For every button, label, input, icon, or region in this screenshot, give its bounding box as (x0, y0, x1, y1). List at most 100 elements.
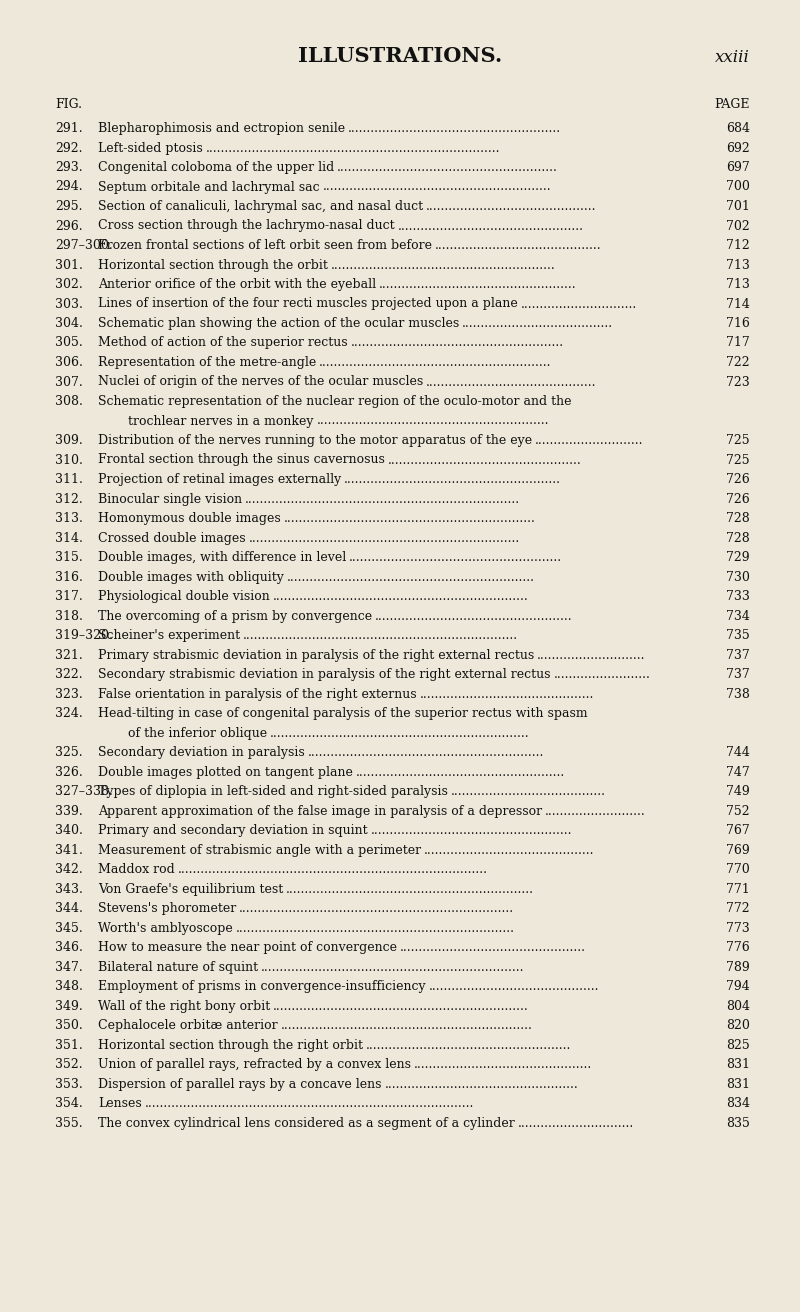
Text: ................................................: ........................................… (398, 219, 584, 232)
Text: 307.: 307. (55, 375, 82, 388)
Text: 772: 772 (726, 903, 750, 914)
Text: 346.: 346. (55, 941, 83, 954)
Text: Cross section through the lachrymo-nasal duct: Cross section through the lachrymo-nasal… (98, 219, 394, 232)
Text: Double images plotted on tangent plane: Double images plotted on tangent plane (98, 765, 353, 778)
Text: 309.: 309. (55, 434, 82, 447)
Text: 347.: 347. (55, 960, 82, 974)
Text: 701: 701 (726, 199, 750, 213)
Text: 794: 794 (726, 980, 750, 993)
Text: 312.: 312. (55, 492, 82, 505)
Text: 734: 734 (726, 610, 750, 622)
Text: ............................................: ........................................… (426, 199, 597, 213)
Text: 769: 769 (726, 844, 750, 857)
Text: 717: 717 (726, 336, 750, 349)
Text: 714: 714 (726, 298, 750, 311)
Text: 767: 767 (726, 824, 750, 837)
Text: ..........................................................: ........................................… (331, 258, 556, 272)
Text: Projection of retinal images externally: Projection of retinal images externally (98, 474, 342, 485)
Text: .............................................: ........................................… (420, 687, 594, 701)
Text: 325.: 325. (55, 747, 82, 760)
Text: 749: 749 (726, 785, 750, 798)
Text: 291.: 291. (55, 122, 82, 135)
Text: 729: 729 (726, 551, 750, 564)
Text: 725: 725 (726, 434, 750, 447)
Text: ............................................................................: ........................................… (206, 142, 500, 155)
Text: 339.: 339. (55, 804, 82, 817)
Text: 326.: 326. (55, 765, 82, 778)
Text: ...................................................: ........................................… (379, 278, 577, 291)
Text: 340.: 340. (55, 824, 83, 837)
Text: Wall of the right bony orbit: Wall of the right bony orbit (98, 1000, 270, 1013)
Text: .......................................................................: ........................................… (245, 492, 520, 505)
Text: 747: 747 (726, 765, 750, 778)
Text: 352.: 352. (55, 1057, 82, 1071)
Text: 343.: 343. (55, 883, 83, 896)
Text: .................................................................: ........................................… (284, 512, 536, 525)
Text: The convex cylindrical lens considered as a segment of a cylinder: The convex cylindrical lens considered a… (98, 1117, 514, 1130)
Text: 737: 737 (726, 648, 750, 661)
Text: .......................................: ....................................... (462, 318, 614, 331)
Text: 342.: 342. (55, 863, 82, 876)
Text: 294.: 294. (55, 181, 82, 193)
Text: Bilateral nature of squint: Bilateral nature of squint (98, 960, 258, 974)
Text: 713: 713 (726, 258, 750, 272)
Text: 351.: 351. (55, 1039, 82, 1051)
Text: Septum orbitale and lachrymal sac: Septum orbitale and lachrymal sac (98, 181, 320, 193)
Text: Nuclei of origin of the nerves of the ocular muscles: Nuclei of origin of the nerves of the oc… (98, 375, 423, 388)
Text: 738: 738 (726, 687, 750, 701)
Text: ..............................: .............................. (521, 298, 637, 311)
Text: 737: 737 (726, 668, 750, 681)
Text: .................................................................: ........................................… (281, 1019, 533, 1033)
Text: .......................................................: ........................................… (350, 551, 562, 564)
Text: Apparent approximation of the false image in paralysis of a depressor: Apparent approximation of the false imag… (98, 804, 542, 817)
Text: ..................................................................: ........................................… (274, 1000, 529, 1013)
Text: Stevens's phorometer: Stevens's phorometer (98, 903, 236, 914)
Text: 692: 692 (726, 142, 750, 155)
Text: PAGE: PAGE (714, 98, 750, 112)
Text: Employment of prisms in convergence-insufficiency: Employment of prisms in convergence-insu… (98, 980, 426, 993)
Text: Worth's amblyoscope: Worth's amblyoscope (98, 921, 233, 934)
Text: 804: 804 (726, 1000, 750, 1013)
Text: 303.: 303. (55, 298, 83, 311)
Text: Lenses: Lenses (98, 1097, 142, 1110)
Text: 831: 831 (726, 1077, 750, 1090)
Text: Cephalocele orbitæ anterior: Cephalocele orbitæ anterior (98, 1019, 278, 1033)
Text: ............................................: ........................................… (424, 844, 594, 857)
Text: ....................................................................: ........................................… (261, 960, 525, 974)
Text: 726: 726 (726, 492, 750, 505)
Text: 702: 702 (726, 219, 750, 232)
Text: 355.: 355. (55, 1117, 82, 1130)
Text: 354.: 354. (55, 1097, 82, 1110)
Text: .........................................................: ........................................… (338, 161, 558, 174)
Text: ..................................................................: ........................................… (273, 590, 529, 604)
Text: Union of parallel rays, refracted by a convex lens: Union of parallel rays, refracted by a c… (98, 1057, 411, 1071)
Text: 292.: 292. (55, 142, 82, 155)
Text: Double images, with difference in level: Double images, with difference in level (98, 551, 346, 564)
Text: 348.: 348. (55, 980, 83, 993)
Text: 302.: 302. (55, 278, 82, 291)
Text: Homonymous double images: Homonymous double images (98, 512, 281, 525)
Text: Secondary strabismic deviation in paralysis of the right external rectus: Secondary strabismic deviation in paraly… (98, 668, 550, 681)
Text: Dispersion of parallel rays by a concave lens: Dispersion of parallel rays by a concave… (98, 1077, 382, 1090)
Text: 353.: 353. (55, 1077, 82, 1090)
Text: 350.: 350. (55, 1019, 82, 1033)
Text: Representation of the metre-angle: Representation of the metre-angle (98, 356, 316, 369)
Text: 344.: 344. (55, 903, 83, 914)
Text: 315.: 315. (55, 551, 82, 564)
Text: 723: 723 (726, 375, 750, 388)
Text: 322.: 322. (55, 668, 82, 681)
Text: Frozen frontal sections of left orbit seen from before: Frozen frontal sections of left orbit se… (98, 239, 432, 252)
Text: 349.: 349. (55, 1000, 82, 1013)
Text: xxiii: xxiii (715, 49, 750, 66)
Text: 317.: 317. (55, 590, 82, 604)
Text: 304.: 304. (55, 318, 83, 331)
Text: Types of diplopia in left-sided and right-sided paralysis: Types of diplopia in left-sided and righ… (98, 785, 448, 798)
Text: Left-sided ptosis: Left-sided ptosis (98, 142, 202, 155)
Text: ILLUSTRATIONS.: ILLUSTRATIONS. (298, 46, 502, 66)
Text: Lines of insertion of the four recti muscles projected upon a plane: Lines of insertion of the four recti mus… (98, 298, 518, 311)
Text: 712: 712 (726, 239, 750, 252)
Text: 773: 773 (726, 921, 750, 934)
Text: Binocular single vision: Binocular single vision (98, 492, 242, 505)
Text: trochlear nerves in a monkey: trochlear nerves in a monkey (128, 415, 314, 428)
Text: Distribution of the nerves running to the motor apparatus of the eye: Distribution of the nerves running to th… (98, 434, 532, 447)
